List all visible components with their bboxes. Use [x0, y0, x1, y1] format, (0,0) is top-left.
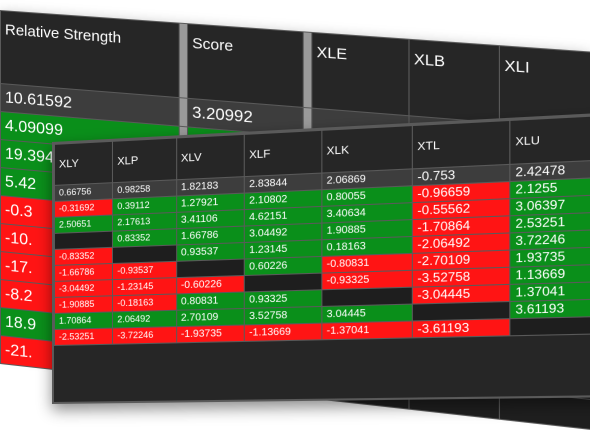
xlu-cell: 1.13669 [510, 264, 590, 285]
xlu-cell: 1.37041 [510, 281, 590, 301]
xlv-cell: -0.60226 [176, 276, 244, 294]
column-separator [179, 23, 187, 98]
xtl-cell: -3.61193 [412, 319, 510, 338]
header-score[interactable]: Score [188, 24, 304, 108]
header-xlu[interactable]: XLU [510, 115, 590, 165]
header-relative-strength[interactable]: Relative Strength [0, 11, 179, 98]
xlu-cell: 3.61193 [510, 299, 590, 319]
header-xlb[interactable]: XLB [409, 39, 499, 123]
column-separator [303, 32, 312, 108]
xlv-cell: 0.80831 [176, 292, 244, 310]
xlv-cell: 2.70109 [176, 308, 244, 326]
xly-cell: -2.53251 [54, 328, 112, 345]
header-xle[interactable]: XLE [312, 32, 409, 115]
xlp-cell: -1.23145 [113, 278, 177, 296]
xly-cell: 1.70864 [54, 312, 112, 330]
xly-cell: -1.66786 [54, 263, 112, 281]
sector-correlation-table: XLY XLP XLV XLF XLK XTL XLU 0.66756 0.98258 1.82… [54, 114, 590, 346]
xlv-cell: -1.93735 [176, 325, 244, 343]
xlp-cell: -0.18163 [113, 294, 177, 312]
header-xlv[interactable]: XLV [176, 134, 244, 179]
xly-cell: -3.04492 [54, 280, 112, 298]
header-xtl[interactable]: XTL [412, 120, 510, 168]
xlp-cell: -3.72246 [113, 327, 177, 345]
sector-correlation-grid: XLY XLP XLV XLF XLK XTL XLU 0.66756 0.98258 1.82… [52, 112, 590, 404]
column-separator [179, 98, 187, 127]
header-xlf[interactable]: XLF [244, 130, 321, 176]
xly-cell: -0.83352 [54, 247, 112, 265]
xlf-cell: -1.13669 [244, 323, 321, 341]
header-xlk[interactable]: XLK [322, 126, 413, 173]
xlf-cell: 0.93325 [244, 290, 321, 309]
xlk-cell: -1.37041 [322, 321, 413, 340]
header-xlp[interactable]: XLP [113, 138, 177, 183]
xlf-cell: 3.52758 [244, 306, 321, 325]
xlp-cell: -0.93537 [113, 261, 177, 279]
xlp-cell: 2.06492 [113, 310, 177, 328]
xlu-cell [510, 316, 590, 336]
xlk-cell: 3.04445 [322, 304, 413, 323]
header-xly[interactable]: XLY [54, 141, 112, 185]
xly-cell: -1.90885 [54, 296, 112, 314]
